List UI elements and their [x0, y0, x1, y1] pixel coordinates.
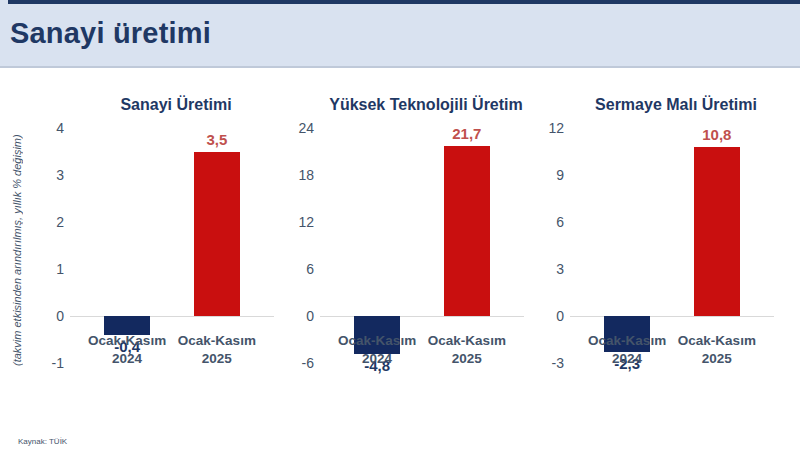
chart-title: Yüksek Teknolojili Üretim	[320, 96, 532, 114]
y-tick-label: 6	[536, 212, 564, 232]
y-tick-label: 0	[36, 306, 64, 326]
top-accent-bar	[8, 0, 800, 4]
y-tick-label: -1	[36, 353, 64, 373]
x-category-label: Ocak-Kasım2025	[157, 332, 277, 368]
page-title: Sanayi üretimi	[10, 17, 211, 50]
zero-gridline	[570, 316, 774, 317]
x-category-label: Ocak-Kasım2025	[657, 332, 777, 368]
chart-panel-sanayi-uretimi: Sanayi Üretimi 43210-1 -0,43,5 Ocak-Kası…	[36, 70, 286, 450]
charts-row: Sanayi Üretimi 43210-1 -0,43,5 Ocak-Kası…	[36, 70, 794, 450]
y-axis-ticks: 12 9 6 3 0 -3	[536, 120, 570, 378]
y-tick-label: 2	[36, 212, 64, 232]
y-tick-label: 3	[36, 165, 64, 185]
charts-area: (takvim etkisinden arındırılmış, yıllık …	[0, 70, 800, 450]
y-tick-label: 12	[536, 118, 564, 138]
chart-panel-yuksek-teknolojili-uretim: Yüksek Teknolojili Üretim 24181260-6 -4,…	[286, 70, 536, 450]
bar-value-label: 10,8	[672, 126, 762, 144]
x-axis-labels: Ocak-Kasım2024Ocak-Kasım2025	[570, 332, 774, 376]
bar-value-label: 21,7	[422, 125, 512, 143]
header: Sanayi üretimi	[0, 0, 800, 68]
y-tick-label: 0	[286, 306, 314, 326]
y-tick-label: 18	[286, 165, 314, 185]
y-axis-note: (takvim etkisinden arındırılmış, yıllık …	[4, 100, 30, 400]
bar-ocak-kasim-2025	[444, 146, 490, 316]
bar-value-label: 3,5	[172, 131, 262, 149]
y-tick-label: -3	[536, 353, 564, 373]
x-category-label: Ocak-Kasım2025	[407, 332, 527, 368]
y-tick-label: 24	[286, 118, 314, 138]
x-axis-labels: Ocak-Kasım2024Ocak-Kasım2025	[320, 332, 524, 376]
y-tick-label: 0	[536, 306, 564, 326]
y-tick-label: 3	[536, 259, 564, 279]
y-tick-label: 4	[36, 118, 64, 138]
bar-ocak-kasim-2025	[194, 152, 240, 316]
chart-panel-sermaye-mali-uretimi: Sermaye Malı Üretimi 129630-3 -2,310,8 O…	[536, 70, 786, 450]
y-tick-label: 12	[286, 212, 314, 232]
bar-ocak-kasim-2025	[694, 147, 740, 316]
chart-title: Sermaye Malı Üretimi	[570, 96, 782, 114]
chart-title: Sanayi Üretimi	[70, 96, 282, 114]
y-tick-label: 9	[536, 165, 564, 185]
y-tick-label: -6	[286, 353, 314, 373]
y-tick-label: 1	[36, 259, 64, 279]
y-tick-label: 6	[286, 259, 314, 279]
x-axis-labels: Ocak-Kasım2024Ocak-Kasım2025	[70, 332, 274, 376]
zero-gridline	[70, 316, 274, 317]
y-axis-ticks: 24 18 12 6 0 -6	[286, 120, 320, 378]
source-note: Kaynak: TÜİK	[18, 437, 67, 446]
zero-gridline	[320, 316, 524, 317]
y-axis-ticks: 4 3 2 1 0 -1	[36, 120, 70, 378]
